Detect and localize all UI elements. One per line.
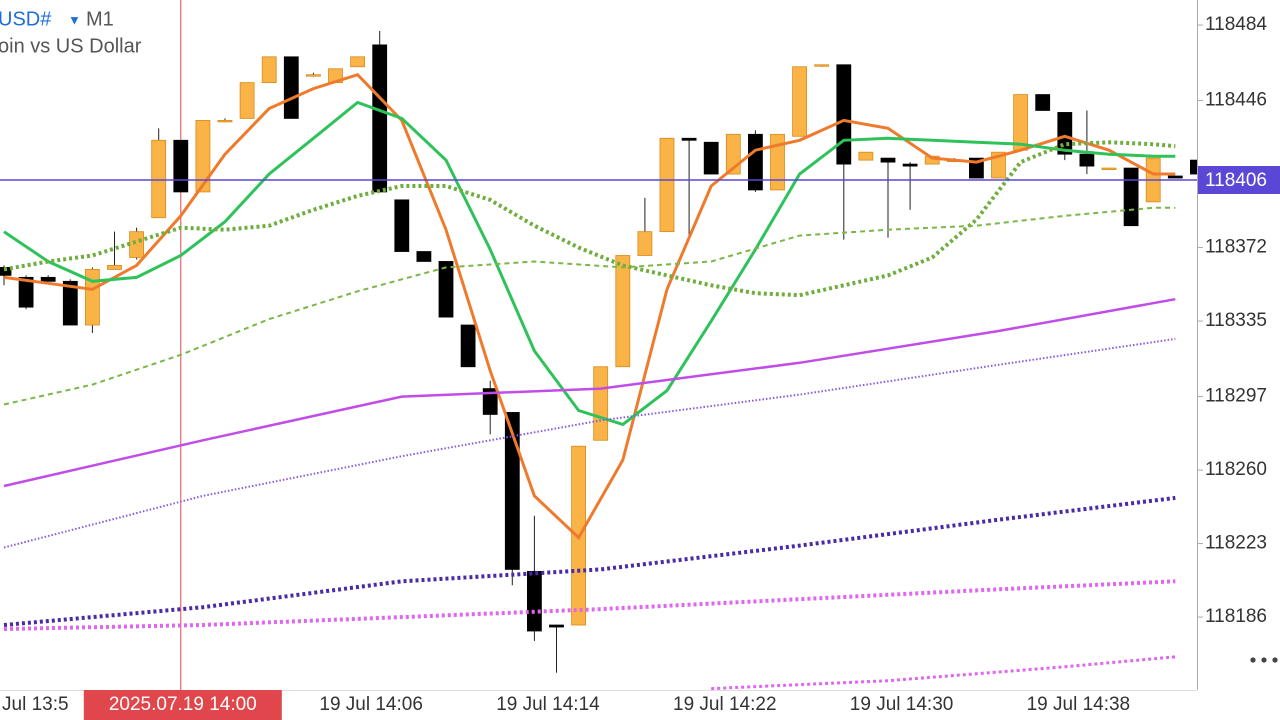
ma-line [3,579,1176,631]
candle-body [1057,112,1073,155]
candle-body [217,119,233,123]
candle-body [283,56,299,119]
candle-body [593,366,609,441]
candle-body [770,133,785,191]
ma-line [3,206,1176,406]
candle-body [1101,167,1117,170]
ma-line [3,100,1176,427]
candle-body [18,276,34,308]
candle-body [460,324,476,368]
more-icon[interactable] [1250,657,1278,663]
x-tick-label: 19 Jul 14:14 [496,694,600,715]
x-tick-label: 19 Jul 14:22 [673,694,777,715]
x-tick-label: 19 Jul 14:06 [319,694,423,715]
candle-body [703,141,719,175]
description: oin vs US Dollar [0,35,142,57]
candle-body [151,139,167,219]
x-edge-label: Jul 13:5 [2,694,69,715]
plot-area [0,0,1197,690]
candle-body [1079,153,1095,167]
y-tick-label: 118223 [1205,533,1267,554]
dot [1272,657,1278,663]
candle-body [239,82,255,119]
candle-body [681,137,697,141]
candle-body [394,199,410,252]
candle-body [1167,175,1183,179]
symbol: USD# [0,8,52,30]
candle-body [880,157,896,163]
candle-body [416,251,432,262]
candle-body [107,265,122,270]
candle-body [372,44,388,193]
candle-body [1035,94,1051,111]
y-tick-label: 118372 [1205,237,1267,258]
candle-body [482,388,498,415]
candle-body [549,624,564,628]
y-tick-label: 118335 [1205,310,1267,331]
y-tick-label: 118446 [1205,90,1267,111]
x-tick-label: 19 Jul 14:30 [850,694,954,715]
dot [1261,657,1267,663]
candle-body [836,64,852,165]
candle-body [1190,159,1197,175]
current-price-box [1198,166,1280,194]
candle-body [527,570,542,632]
candle-body [438,261,454,318]
candle-body [261,56,277,84]
candle-body [814,64,830,67]
ma-line [3,72,1176,540]
candle-body [615,255,631,368]
y-tick-label: 118260 [1205,459,1267,480]
candle-body [173,139,189,193]
symbol-dropdown-icon[interactable]: ▼ [68,12,81,27]
ma-line [3,495,1176,627]
dot [1250,657,1256,663]
ma-line [3,337,1176,549]
candle-body [858,151,874,161]
ma-line [711,655,1176,690]
candle-body [1013,94,1028,151]
y-tick-label: 118186 [1205,606,1267,627]
ma-line [3,297,1176,488]
current-price-label: 118406 [1205,170,1267,191]
x-tick-label: 19 Jul 14:38 [1027,694,1131,715]
ma-line [3,140,1176,298]
y-tick-label: 118297 [1205,386,1267,407]
candle-body [748,133,763,191]
y-tick-label: 118484 [1205,14,1267,35]
candle-body [350,56,366,68]
candle-body [792,66,807,137]
crosshair-time-box [83,690,282,720]
candle-body [305,74,321,77]
candle-body [504,412,520,570]
candle-body [195,119,211,193]
candle-body [902,163,918,167]
crosshair-time-label: 2025.07.19 14:00 [109,694,257,715]
candle-body [129,231,145,258]
timeframe: M1 [86,8,114,30]
candle-body [40,276,56,282]
candle-body [637,231,653,256]
candle-body [1123,167,1139,227]
candle-body [62,280,78,326]
candle-body [85,269,100,326]
candle-body [659,137,675,233]
